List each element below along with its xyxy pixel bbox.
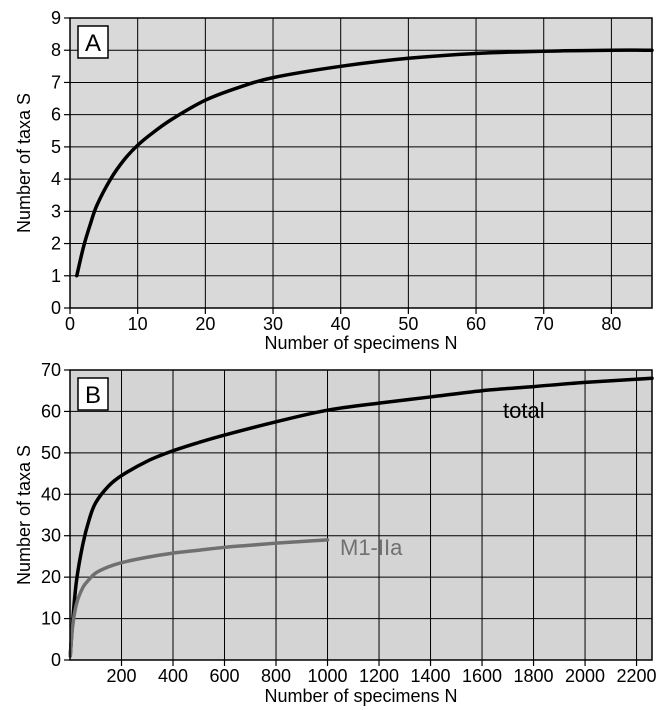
b-line-total <box>68 376 654 658</box>
panel-b-label: B <box>85 382 101 409</box>
panel-a-label: A <box>85 30 101 57</box>
b-ytick-label-5: 50 <box>41 443 61 463</box>
a-line-series-0 <box>75 48 654 278</box>
panel-b-x-axis-title: Number of specimens N <box>264 686 457 706</box>
panel-a-frame <box>69 17 653 309</box>
b-xtick-label-3: 800 <box>261 666 291 686</box>
a-ytick-label-0: 0 <box>51 298 61 318</box>
panel-b-gridlines <box>70 369 652 661</box>
a-ytick-label-2: 2 <box>51 234 61 254</box>
panel-a-tick-labels: 0 1 2 3 4 5 6 7 8 9 0 10 20 30 40 50 60 70 80 <box>51 8 621 334</box>
panel-b-y-axis-title: Number of taxa S <box>14 445 34 585</box>
a-ytick-label-3: 3 <box>51 201 61 221</box>
b-xtick-label-2: 600 <box>209 666 239 686</box>
b-xtick-label-9: 2000 <box>565 666 605 686</box>
a-xtick-label-7: 70 <box>534 314 554 334</box>
b-ytick-label-0: 0 <box>51 650 61 670</box>
a-ytick-label-7: 7 <box>51 72 61 92</box>
panel-a: 0 1 2 3 4 5 6 7 8 9 0 10 20 30 40 50 60 70 80 A Number of … <box>14 8 654 353</box>
a-xtick-label-0: 0 <box>65 314 75 334</box>
panel-a-plot-area <box>70 18 652 308</box>
b-xtick-label-10: 2200 <box>617 666 657 686</box>
b-ytick-label-7: 70 <box>41 360 61 380</box>
panel-a-label-box <box>77 25 109 59</box>
panel-b-series <box>68 376 654 658</box>
b-xtick-label-4: 1000 <box>307 666 347 686</box>
series-label-total: total <box>503 398 545 423</box>
b-ytick-label-2: 20 <box>41 567 61 587</box>
a-ytick-label-4: 4 <box>51 169 61 189</box>
b-xtick-label-7: 1600 <box>462 666 502 686</box>
b-line-m1-iia <box>68 538 330 658</box>
a-ytick-label-9: 9 <box>51 8 61 28</box>
a-xtick-label-3: 30 <box>263 314 283 334</box>
b-xtick-label-5: 1200 <box>359 666 399 686</box>
b-ytick-label-4: 40 <box>41 484 61 504</box>
panel-b-tick-labels: 0 10 20 30 40 50 60 70 200 400 600 800 1000 1200 1400 1… <box>41 360 657 686</box>
b-ytick-label-3: 30 <box>41 526 61 546</box>
panel-a-x-axis-title: Number of specimens N <box>264 333 457 353</box>
panel-b-plot-area <box>70 370 652 660</box>
a-ytick-label-8: 8 <box>51 40 61 60</box>
a-xtick-label-2: 20 <box>195 314 215 334</box>
a-ytick-label-1: 1 <box>51 266 61 286</box>
b-xtick-label-8: 1800 <box>514 666 554 686</box>
panel-b-frame <box>69 369 653 661</box>
b-xtick-label-6: 1400 <box>411 666 451 686</box>
a-xtick-label-8: 80 <box>601 314 621 334</box>
a-xtick-label-4: 40 <box>331 314 351 334</box>
b-xtick-label-0: 200 <box>106 666 136 686</box>
a-xtick-label-6: 60 <box>466 314 486 334</box>
a-xtick-label-1: 10 <box>128 314 148 334</box>
series-label-m1-iia: M1-IIa <box>340 535 403 560</box>
a-ytick-label-5: 5 <box>51 137 61 157</box>
panel-a-y-axis-title: Number of taxa S <box>14 93 34 233</box>
a-ytick-label-6: 6 <box>51 105 61 125</box>
b-ytick-label-6: 60 <box>41 401 61 421</box>
b-xtick-label-1: 400 <box>158 666 188 686</box>
a-xtick-label-5: 50 <box>398 314 418 334</box>
panel-b-label-box <box>77 377 109 411</box>
panel-b: 0 10 20 30 40 50 60 70 200 400 600 800 1000 1200 1400 1… <box>14 360 657 706</box>
panel-a-series <box>75 48 654 278</box>
b-ytick-label-1: 10 <box>41 609 61 629</box>
